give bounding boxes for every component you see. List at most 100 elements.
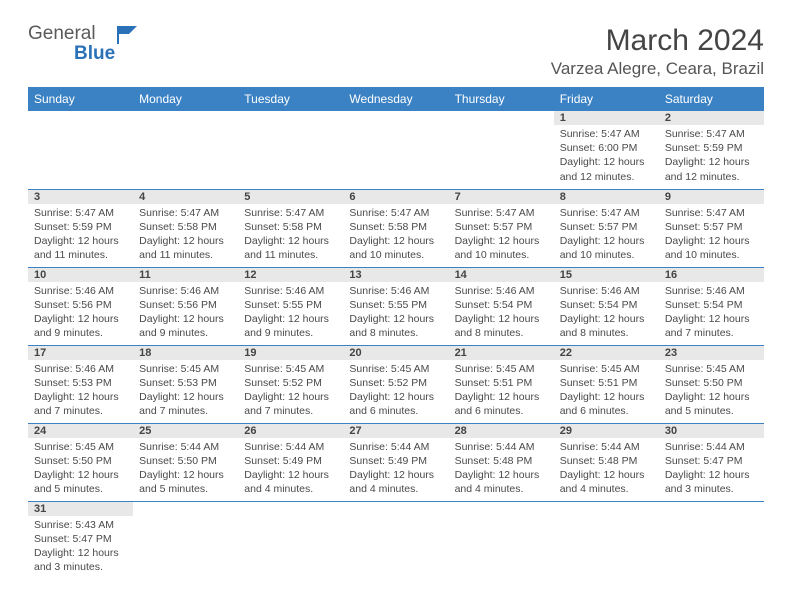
day-number: 14 — [449, 268, 554, 282]
daylight-line: Daylight: 12 hours and 3 minutes. — [665, 468, 758, 496]
sunset-line: Sunset: 5:58 PM — [349, 220, 442, 234]
day-details: Sunrise: 5:46 AMSunset: 5:56 PMDaylight:… — [28, 282, 133, 345]
calendar-day-cell: 23Sunrise: 5:45 AMSunset: 5:50 PMDayligh… — [659, 345, 764, 423]
sunrise-line: Sunrise: 5:45 AM — [244, 362, 337, 376]
day-details: Sunrise: 5:47 AMSunset: 5:58 PMDaylight:… — [133, 204, 238, 267]
day-number: 7 — [449, 190, 554, 204]
sunset-line: Sunset: 5:57 PM — [455, 220, 548, 234]
day-number: 25 — [133, 424, 238, 438]
day-details: Sunrise: 5:43 AMSunset: 5:47 PMDaylight:… — [28, 516, 133, 579]
day-details: Sunrise: 5:45 AMSunset: 5:51 PMDaylight:… — [449, 360, 554, 423]
day-details: Sunrise: 5:47 AMSunset: 5:57 PMDaylight:… — [449, 204, 554, 267]
calendar-empty-cell — [238, 501, 343, 579]
calendar-empty-cell — [343, 501, 448, 579]
sunrise-line: Sunrise: 5:45 AM — [139, 362, 232, 376]
calendar-week-row: 1Sunrise: 5:47 AMSunset: 6:00 PMDaylight… — [28, 111, 764, 189]
calendar-empty-cell — [133, 501, 238, 579]
day-number: 26 — [238, 424, 343, 438]
sunrise-line: Sunrise: 5:45 AM — [665, 362, 758, 376]
calendar-day-cell: 29Sunrise: 5:44 AMSunset: 5:48 PMDayligh… — [554, 423, 659, 501]
calendar-day-cell: 5Sunrise: 5:47 AMSunset: 5:58 PMDaylight… — [238, 189, 343, 267]
sunrise-line: Sunrise: 5:46 AM — [244, 284, 337, 298]
calendar-day-cell: 6Sunrise: 5:47 AMSunset: 5:58 PMDaylight… — [343, 189, 448, 267]
day-details: Sunrise: 5:47 AMSunset: 5:57 PMDaylight:… — [554, 204, 659, 267]
calendar-day-cell: 26Sunrise: 5:44 AMSunset: 5:49 PMDayligh… — [238, 423, 343, 501]
day-details: Sunrise: 5:47 AMSunset: 5:58 PMDaylight:… — [343, 204, 448, 267]
day-number: 23 — [659, 346, 764, 360]
daylight-line: Daylight: 12 hours and 7 minutes. — [665, 312, 758, 340]
day-number: 18 — [133, 346, 238, 360]
sunset-line: Sunset: 5:53 PM — [139, 376, 232, 390]
daylight-line: Daylight: 12 hours and 4 minutes. — [455, 468, 548, 496]
sunset-line: Sunset: 5:47 PM — [665, 454, 758, 468]
day-number: 11 — [133, 268, 238, 282]
daylight-line: Daylight: 12 hours and 5 minutes. — [139, 468, 232, 496]
calendar-day-cell: 20Sunrise: 5:45 AMSunset: 5:52 PMDayligh… — [343, 345, 448, 423]
day-details: Sunrise: 5:44 AMSunset: 5:48 PMDaylight:… — [449, 438, 554, 501]
weekday-header: Monday — [133, 87, 238, 111]
weekday-header: Tuesday — [238, 87, 343, 111]
sunrise-line: Sunrise: 5:43 AM — [34, 518, 127, 532]
calendar-day-cell: 13Sunrise: 5:46 AMSunset: 5:55 PMDayligh… — [343, 267, 448, 345]
daylight-line: Daylight: 12 hours and 9 minutes. — [139, 312, 232, 340]
day-details: Sunrise: 5:44 AMSunset: 5:50 PMDaylight:… — [133, 438, 238, 501]
calendar-empty-cell — [28, 111, 133, 189]
sunrise-line: Sunrise: 5:44 AM — [560, 440, 653, 454]
calendar-week-row: 31Sunrise: 5:43 AMSunset: 5:47 PMDayligh… — [28, 501, 764, 579]
day-number: 6 — [343, 190, 448, 204]
calendar-day-cell: 9Sunrise: 5:47 AMSunset: 5:57 PMDaylight… — [659, 189, 764, 267]
day-details: Sunrise: 5:45 AMSunset: 5:52 PMDaylight:… — [238, 360, 343, 423]
weekday-header: Sunday — [28, 87, 133, 111]
flag-icon — [117, 24, 143, 49]
calendar-day-cell: 4Sunrise: 5:47 AMSunset: 5:58 PMDaylight… — [133, 189, 238, 267]
day-number: 2 — [659, 111, 764, 125]
sunset-line: Sunset: 5:49 PM — [349, 454, 442, 468]
sunrise-line: Sunrise: 5:47 AM — [665, 206, 758, 220]
sunset-line: Sunset: 5:49 PM — [244, 454, 337, 468]
sunset-line: Sunset: 5:54 PM — [560, 298, 653, 312]
sunrise-line: Sunrise: 5:44 AM — [349, 440, 442, 454]
day-details: Sunrise: 5:44 AMSunset: 5:49 PMDaylight:… — [238, 438, 343, 501]
day-number: 21 — [449, 346, 554, 360]
logo: General Blue — [28, 24, 143, 64]
day-number: 19 — [238, 346, 343, 360]
calendar-day-cell: 28Sunrise: 5:44 AMSunset: 5:48 PMDayligh… — [449, 423, 554, 501]
calendar-body: 1Sunrise: 5:47 AMSunset: 6:00 PMDaylight… — [28, 111, 764, 579]
sunrise-line: Sunrise: 5:47 AM — [244, 206, 337, 220]
day-details: Sunrise: 5:46 AMSunset: 5:55 PMDaylight:… — [238, 282, 343, 345]
calendar-day-cell: 21Sunrise: 5:45 AMSunset: 5:51 PMDayligh… — [449, 345, 554, 423]
calendar-day-cell: 16Sunrise: 5:46 AMSunset: 5:54 PMDayligh… — [659, 267, 764, 345]
calendar-day-cell: 19Sunrise: 5:45 AMSunset: 5:52 PMDayligh… — [238, 345, 343, 423]
daylight-line: Daylight: 12 hours and 4 minutes. — [560, 468, 653, 496]
sunrise-line: Sunrise: 5:44 AM — [665, 440, 758, 454]
sunset-line: Sunset: 5:50 PM — [34, 454, 127, 468]
day-number: 15 — [554, 268, 659, 282]
calendar-day-cell: 8Sunrise: 5:47 AMSunset: 5:57 PMDaylight… — [554, 189, 659, 267]
daylight-line: Daylight: 12 hours and 7 minutes. — [244, 390, 337, 418]
sunrise-line: Sunrise: 5:46 AM — [665, 284, 758, 298]
sunrise-line: Sunrise: 5:47 AM — [560, 127, 653, 141]
day-details: Sunrise: 5:44 AMSunset: 5:47 PMDaylight:… — [659, 438, 764, 501]
day-details: Sunrise: 5:47 AMSunset: 5:59 PMDaylight:… — [28, 204, 133, 267]
sunrise-line: Sunrise: 5:47 AM — [455, 206, 548, 220]
weekday-header: Saturday — [659, 87, 764, 111]
logo-text-general: General — [28, 23, 96, 44]
daylight-line: Daylight: 12 hours and 11 minutes. — [34, 234, 127, 262]
calendar-day-cell: 14Sunrise: 5:46 AMSunset: 5:54 PMDayligh… — [449, 267, 554, 345]
logo-text: General Blue — [28, 24, 115, 64]
daylight-line: Daylight: 12 hours and 8 minutes. — [560, 312, 653, 340]
calendar-day-cell: 17Sunrise: 5:46 AMSunset: 5:53 PMDayligh… — [28, 345, 133, 423]
day-details: Sunrise: 5:45 AMSunset: 5:52 PMDaylight:… — [343, 360, 448, 423]
sunset-line: Sunset: 5:51 PM — [560, 376, 653, 390]
sunrise-line: Sunrise: 5:45 AM — [349, 362, 442, 376]
sunrise-line: Sunrise: 5:44 AM — [244, 440, 337, 454]
daylight-line: Daylight: 12 hours and 10 minutes. — [349, 234, 442, 262]
day-details: Sunrise: 5:46 AMSunset: 5:54 PMDaylight:… — [659, 282, 764, 345]
sunrise-line: Sunrise: 5:46 AM — [560, 284, 653, 298]
day-number: 31 — [28, 502, 133, 516]
day-details: Sunrise: 5:45 AMSunset: 5:51 PMDaylight:… — [554, 360, 659, 423]
sunrise-line: Sunrise: 5:47 AM — [665, 127, 758, 141]
day-details: Sunrise: 5:47 AMSunset: 6:00 PMDaylight:… — [554, 125, 659, 188]
calendar-day-cell: 7Sunrise: 5:47 AMSunset: 5:57 PMDaylight… — [449, 189, 554, 267]
daylight-line: Daylight: 12 hours and 6 minutes. — [455, 390, 548, 418]
